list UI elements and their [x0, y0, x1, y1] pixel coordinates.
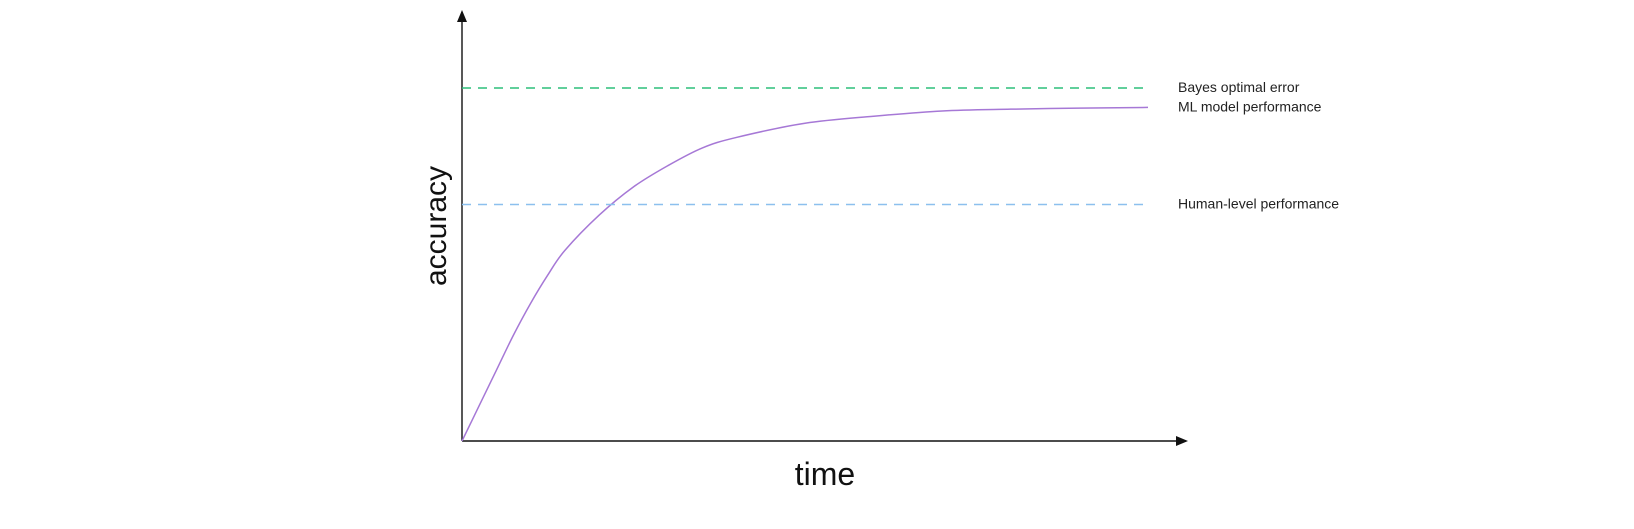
series-label-ml-model-performance: ML model performance	[1178, 98, 1322, 114]
series-label-bayes-optimal-error: Bayes optimal error	[1178, 79, 1300, 95]
series-line-ml-model-performance	[461, 106, 1149, 442]
y-axis-title: accuracy	[420, 166, 453, 286]
series-label-human-level-performance: Human-level performance	[1178, 195, 1339, 211]
series-layer	[461, 87, 1149, 442]
series-label-layer: Bayes optimal error ML model performance H…	[1178, 79, 1339, 211]
x-axis-title: time	[795, 456, 855, 492]
